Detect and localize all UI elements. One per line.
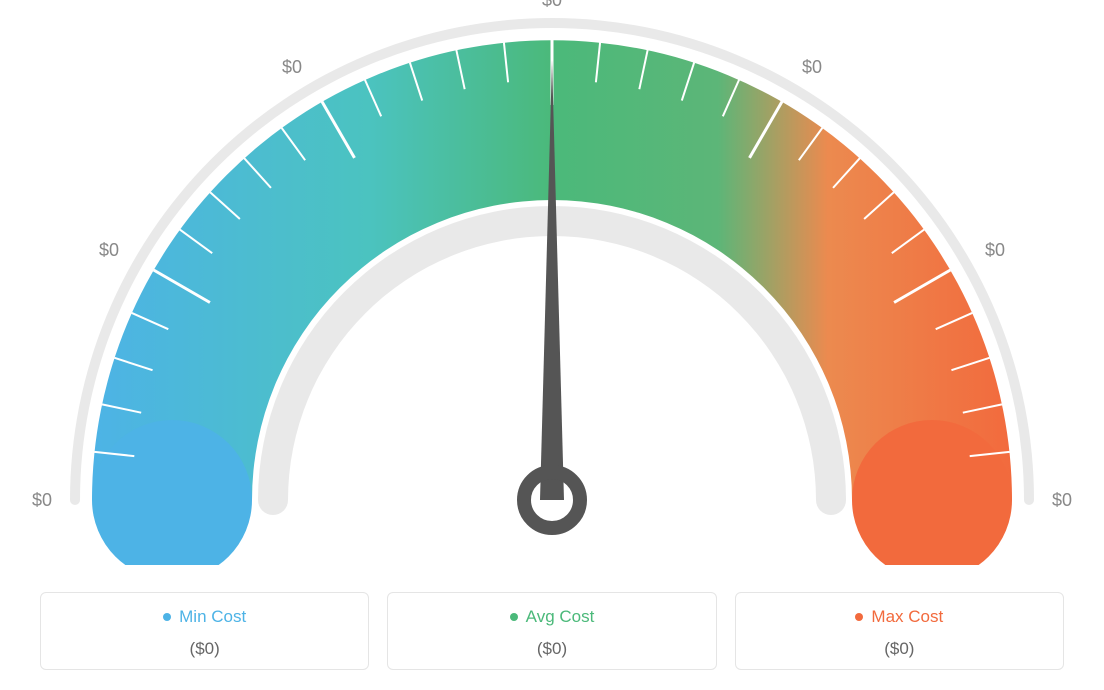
tick-label: $0 <box>542 0 562 10</box>
legend-card-min: Min Cost ($0) <box>40 592 369 670</box>
legend-card-avg: Avg Cost ($0) <box>387 592 716 670</box>
legend-title-max-text: Max Cost <box>871 607 943 627</box>
tick-label: $0 <box>985 240 1005 260</box>
legend-title-avg-text: Avg Cost <box>526 607 595 627</box>
legend-row: Min Cost ($0) Avg Cost ($0) Max Cost ($0… <box>40 592 1064 670</box>
legend-card-max: Max Cost ($0) <box>735 592 1064 670</box>
tick-label: $0 <box>99 240 119 260</box>
gauge-svg: $0 $0 $0 $0 $0 $0 $0 <box>0 0 1104 565</box>
legend-dot-avg <box>510 613 518 621</box>
legend-title-max: Max Cost <box>855 607 943 627</box>
legend-dot-max <box>855 613 863 621</box>
legend-title-min-text: Min Cost <box>179 607 246 627</box>
tick-label: $0 <box>802 57 822 77</box>
legend-title-min: Min Cost <box>163 607 246 627</box>
tick-label: $0 <box>32 490 52 510</box>
legend-value-min: ($0) <box>51 639 358 659</box>
legend-dot-min <box>163 613 171 621</box>
legend-title-avg: Avg Cost <box>510 607 595 627</box>
legend-value-max: ($0) <box>746 639 1053 659</box>
tick-label: $0 <box>1052 490 1072 510</box>
gauge-chart-container: $0 $0 $0 $0 $0 $0 $0 Min Cost ($0) Avg Cost ($… <box>0 0 1104 690</box>
tick-label: $0 <box>282 57 302 77</box>
legend-value-avg: ($0) <box>398 639 705 659</box>
